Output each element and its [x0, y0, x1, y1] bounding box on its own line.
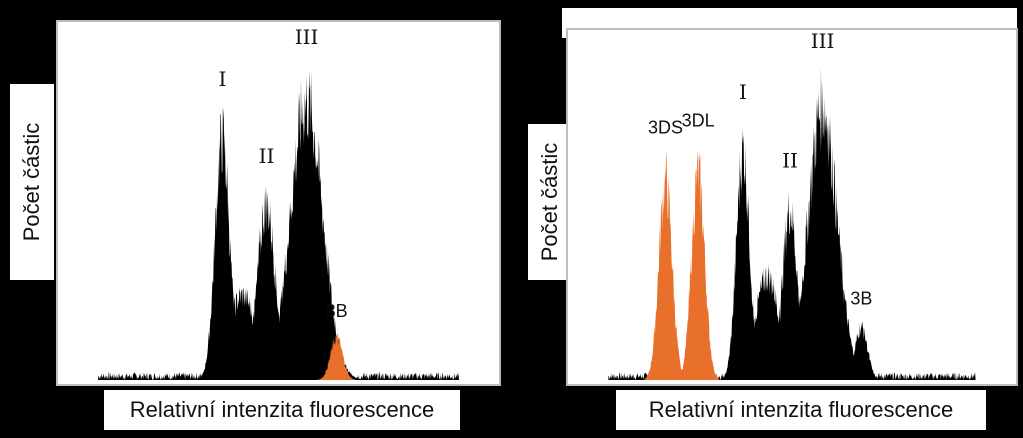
chart-panel-a: Počet částic I II III 3B Relativní intenzit…: [10, 20, 501, 430]
peak-label: III: [295, 25, 319, 49]
x-axis-label: Relativní intenzita fluorescence: [104, 390, 460, 430]
peak-label: III: [811, 29, 835, 53]
peak-label: 3B: [850, 288, 872, 308]
histogram-peak: [766, 192, 814, 380]
histogram-peak: [841, 321, 881, 380]
baseline-noise: [98, 372, 459, 380]
peak-label: II: [259, 144, 275, 168]
y-axis-label: Počet částic: [537, 142, 562, 262]
chart-panel-b: b Počet částic 3DS 3DL I II III 3B Relativní …: [512, 0, 1023, 438]
peak-label: 3B: [326, 301, 348, 321]
histogram-peak: [722, 128, 764, 380]
histogram-peak: [677, 150, 720, 380]
peak-label: I: [739, 80, 747, 104]
plot-area: I II III 3B: [56, 20, 501, 386]
histogram-peak: [255, 70, 358, 380]
panel-letter: b: [532, 30, 551, 63]
peak-label: 3DL: [682, 111, 715, 131]
peak-label: II: [782, 149, 798, 173]
histogram-peak: [776, 64, 869, 380]
histogram-peak: [317, 332, 356, 380]
x-axis-label: Relativní intenzita fluorescence: [616, 390, 986, 430]
y-axis-label-box: Počet částic: [528, 124, 572, 280]
histogram-peak: [238, 186, 295, 380]
y-axis-label: Počet částic: [19, 122, 44, 242]
plot-area: 3DS 3DL I II III 3B: [566, 28, 1018, 386]
histogram-peak: [644, 151, 687, 380]
y-axis-label-box: Počet částic: [10, 84, 54, 280]
peak-label: 3DS: [648, 117, 683, 137]
peak-label: I: [218, 67, 226, 91]
